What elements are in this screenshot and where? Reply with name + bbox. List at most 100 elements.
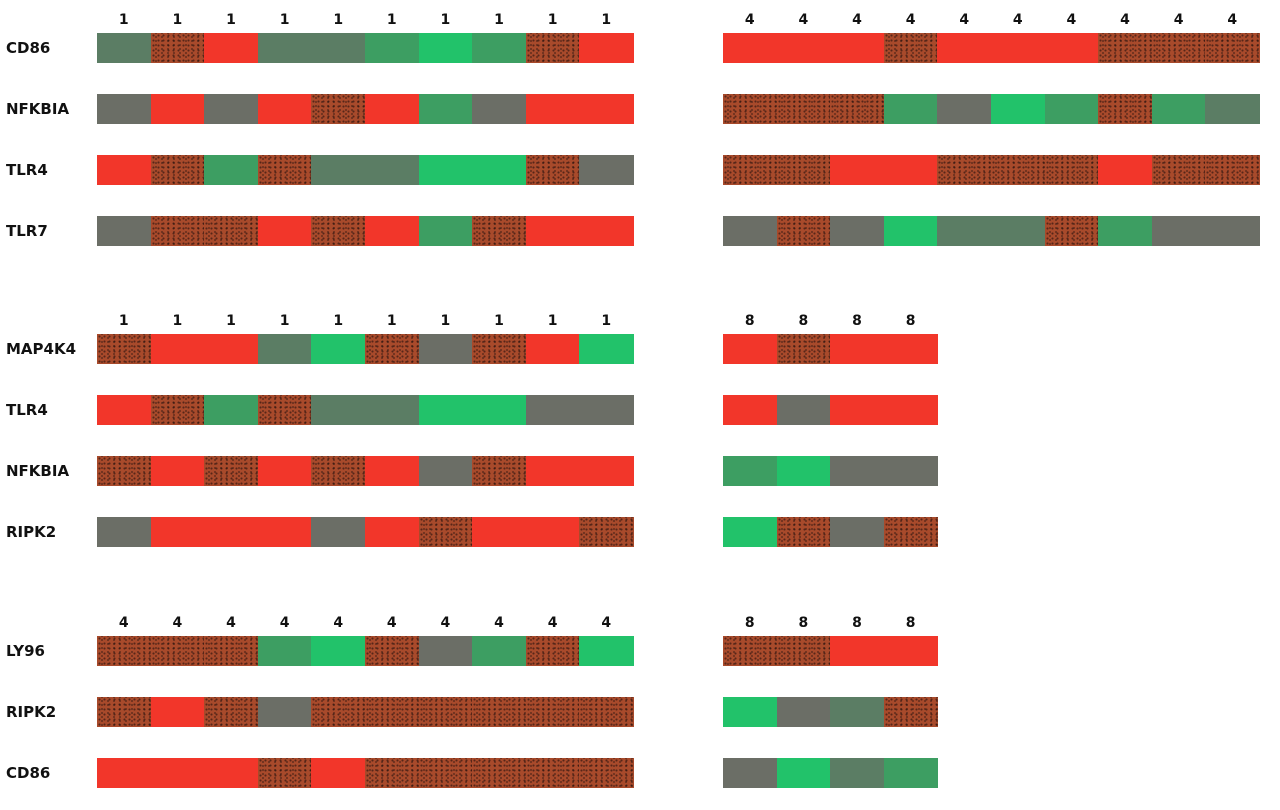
heatmap-cell — [830, 456, 885, 486]
column-label: 1 — [547, 313, 558, 329]
heatmap-cell — [1205, 155, 1260, 185]
heatmap-cell — [204, 216, 259, 246]
heatmap-cell — [150, 456, 205, 486]
heatmap-cell — [472, 636, 527, 666]
heatmap-cell — [418, 395, 473, 425]
column-label: 1 — [118, 12, 129, 28]
heatmap-cell — [418, 636, 473, 666]
heatmap-cell — [830, 636, 885, 666]
heatmap-cell — [883, 697, 938, 727]
heatmap-cell — [365, 94, 420, 124]
heatmap-cell — [472, 155, 527, 185]
heatmap-cell — [311, 636, 366, 666]
column-label: 4 — [118, 615, 129, 631]
column-label: 4 — [601, 615, 612, 631]
heatmap-cell — [472, 395, 527, 425]
heatmap-cell — [365, 395, 420, 425]
heatmap-cell — [525, 636, 580, 666]
heatmap-cell — [525, 697, 580, 727]
heatmap-cell — [830, 216, 885, 246]
heatmap-cell — [97, 636, 152, 666]
heatmap-cell — [1098, 33, 1153, 63]
heatmap-cell — [883, 94, 938, 124]
heatmap-cell — [97, 517, 152, 547]
heatmap-cell — [723, 697, 778, 727]
heatmap-strip — [723, 155, 1260, 185]
heatmap-cell — [204, 456, 259, 486]
heatmap-cell — [525, 155, 580, 185]
row-label: TLR4 — [6, 161, 48, 179]
heatmap-cell — [1151, 33, 1206, 63]
heatmap-cell — [311, 758, 366, 788]
heatmap-cell — [723, 216, 778, 246]
heatmap-cell — [579, 395, 634, 425]
heatmap-cell — [525, 216, 580, 246]
heatmap-cell — [472, 697, 527, 727]
column-label: 4 — [1066, 12, 1077, 28]
heatmap-cell — [883, 395, 938, 425]
heatmap-cell — [418, 216, 473, 246]
heatmap-strip — [723, 636, 938, 666]
column-label: 4 — [1120, 12, 1130, 28]
heatmap-cell — [418, 456, 473, 486]
heatmap-cell — [579, 697, 634, 727]
heatmap-cell — [257, 155, 312, 185]
column-label: 1 — [279, 313, 290, 329]
column-label: 4 — [547, 615, 558, 631]
column-label: 1 — [333, 313, 344, 329]
heatmap-strip — [97, 155, 634, 185]
row-label: TLR7 — [6, 222, 48, 240]
column-label: 4 — [440, 615, 451, 631]
heatmap-cell — [1044, 216, 1099, 246]
heatmap-strip — [723, 758, 938, 788]
column-label: 4 — [172, 615, 183, 631]
column-label: 8 — [852, 615, 862, 631]
row-label: TLR4 — [6, 401, 48, 419]
heatmap-cell — [776, 216, 831, 246]
heatmap-cell — [776, 155, 831, 185]
heatmap-cell — [991, 94, 1046, 124]
heatmap-cell — [472, 758, 527, 788]
heatmap-strip — [97, 697, 634, 727]
heatmap-cell — [723, 517, 778, 547]
column-label: 1 — [333, 12, 344, 28]
column-label: 1 — [494, 313, 504, 329]
heatmap-cell — [1044, 155, 1099, 185]
heatmap-cell — [883, 758, 938, 788]
row-label: RIPK2 — [6, 703, 57, 721]
heatmap-cell — [418, 94, 473, 124]
heatmap-cell — [937, 33, 992, 63]
heatmap-cell — [150, 636, 205, 666]
heatmap-cell — [937, 216, 992, 246]
heatmap-cell — [204, 395, 259, 425]
heatmap-cell — [883, 216, 938, 246]
heatmap-cell — [776, 697, 831, 727]
heatmap-cell — [723, 155, 778, 185]
heatmap-cell — [150, 697, 205, 727]
heatmap-cell — [97, 33, 152, 63]
heatmap-strip — [97, 395, 634, 425]
column-label: 1 — [226, 12, 236, 28]
heatmap-cell — [991, 33, 1046, 63]
heatmap-strip — [97, 216, 634, 246]
heatmap-cell — [579, 155, 634, 185]
heatmap-cell — [150, 517, 205, 547]
heatmap-cell — [776, 636, 831, 666]
heatmap-cell — [97, 456, 152, 486]
heatmap-cell — [150, 155, 205, 185]
heatmap-cell — [365, 758, 420, 788]
heatmap-cell — [579, 758, 634, 788]
heatmap-cell — [311, 33, 366, 63]
heatmap-cell — [311, 216, 366, 246]
heatmap-cell — [311, 334, 366, 364]
heatmap-cell — [1098, 94, 1153, 124]
heatmap-cell — [525, 517, 580, 547]
heatmap-strip — [97, 33, 634, 63]
heatmap-cell — [97, 216, 152, 246]
heatmap-cell — [472, 33, 527, 63]
heatmap-cell — [311, 155, 366, 185]
column-label: 4 — [798, 12, 809, 28]
heatmap-cell — [204, 33, 259, 63]
row-label: NFKBIA — [6, 462, 70, 480]
heatmap-cell — [1098, 155, 1153, 185]
